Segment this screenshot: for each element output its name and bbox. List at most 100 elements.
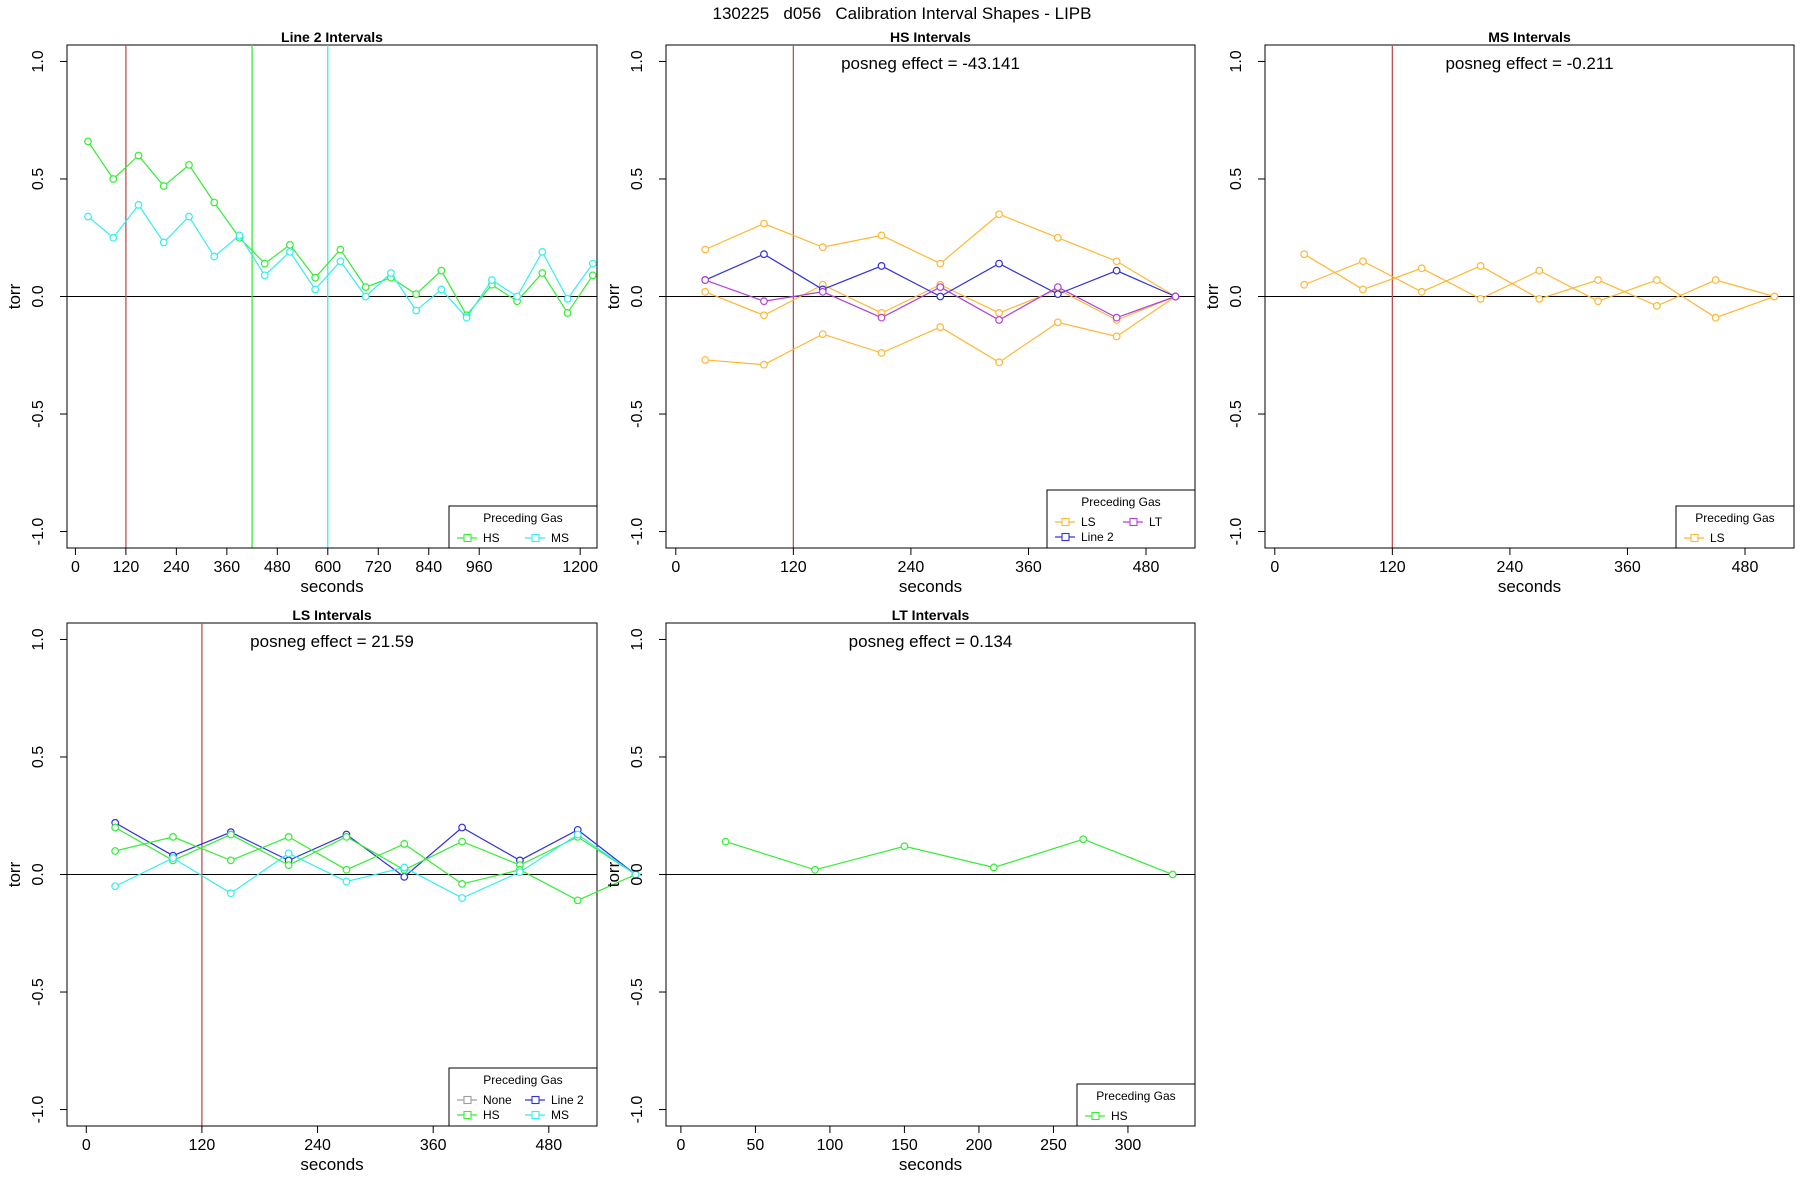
legend-title: Preceding Gas (1081, 495, 1160, 509)
legend-swatch-icon (1129, 517, 1138, 527)
y-tick-label: 0.5 (1228, 168, 1245, 190)
data-point (1535, 294, 1544, 303)
data-point (1359, 257, 1367, 266)
legend-item: None (457, 1093, 512, 1107)
y-tick-label: 0.0 (30, 863, 47, 885)
legend-item: HS (457, 1108, 500, 1122)
x-axis: 0 120 240 360 480 (1270, 547, 1759, 576)
y-tick-label: 1.0 (629, 50, 646, 72)
data-point (760, 311, 768, 320)
legend-label: HS (483, 531, 500, 545)
data-point (159, 182, 168, 190)
legend-title: Preceding Gas (1096, 1089, 1175, 1103)
data-point (877, 313, 886, 322)
data-point (1112, 313, 1121, 322)
data-point (185, 160, 193, 169)
x-tick-label: 0 (671, 559, 680, 576)
data-point (458, 823, 466, 832)
panel-title: LS Intervals (292, 607, 372, 623)
data-point (1594, 276, 1602, 284)
series-ms (111, 830, 640, 902)
legend-label: Line 2 (551, 1093, 584, 1107)
y-tick-label: 0.0 (30, 285, 47, 307)
x-tick-label: 1200 (562, 559, 598, 576)
legend-swatch-icon (1061, 517, 1070, 527)
x-tick-label: 200 (966, 1137, 993, 1154)
data-point (400, 863, 409, 872)
series-line (115, 836, 636, 902)
y-axis: -1.0 -0.5 0.0 0.5 1.0 (30, 50, 68, 546)
y-tick-label: -0.5 (1228, 400, 1245, 428)
data-point (412, 306, 421, 315)
data-point (437, 285, 446, 294)
data-point (573, 830, 582, 839)
data-point (342, 865, 351, 874)
legend-label: LS (1710, 531, 1725, 545)
data-point (111, 847, 120, 855)
y-tick-label: -1.0 (629, 518, 646, 546)
legend-item: HS (457, 531, 500, 545)
data-point (538, 247, 547, 256)
legend-swatch-icon (463, 533, 472, 543)
data-point (1652, 302, 1661, 310)
y-tick-label: -1.0 (30, 1096, 47, 1124)
series-lt (701, 276, 1180, 324)
legend-label: None (483, 1093, 512, 1107)
y-tick-label: -1.0 (629, 1096, 646, 1124)
x-tick-label: 360 (213, 559, 240, 576)
data-point (701, 276, 710, 284)
y-tick-label: 1.0 (30, 50, 47, 72)
y-tick-label: 0.5 (30, 168, 47, 190)
panel-title: MS Intervals (1488, 29, 1571, 45)
data-point (1417, 264, 1426, 273)
data-point (361, 283, 370, 291)
legend-label: Line 2 (1081, 530, 1114, 544)
data-point (900, 842, 909, 851)
data-point (877, 262, 886, 270)
y-axis: -1.0 -0.5 0.0 0.5 1.0 (30, 628, 68, 1124)
legend-swatch-icon (1061, 532, 1070, 542)
data-point (573, 896, 582, 905)
x-tick-label: 480 (1732, 559, 1759, 576)
data-point (760, 219, 768, 228)
data-point (1053, 290, 1062, 299)
y-tick-label: -1.0 (30, 518, 47, 546)
chart-panel-3: MS Intervals 0 120 240 360 480 seconds -1.0 -0.5… (1203, 29, 1795, 596)
data-point (169, 854, 177, 862)
legend-swatch-icon (1091, 1111, 1100, 1121)
x-tick-label: 840 (415, 559, 442, 576)
data-point (721, 837, 730, 846)
data-point (260, 271, 269, 280)
data-point (538, 269, 547, 277)
legend-label: HS (1111, 1109, 1128, 1123)
data-point (760, 297, 768, 306)
data-point (588, 271, 597, 280)
x-tick-label: 0 (1270, 559, 1279, 576)
y-tick-label: -0.5 (629, 400, 646, 428)
legend-item: MS (525, 531, 569, 545)
x-tick-label: 250 (1040, 1137, 1067, 1154)
y-tick-label: -0.5 (629, 978, 646, 1006)
data-point (458, 880, 466, 888)
data-point (811, 865, 819, 874)
series-ls (701, 210, 1180, 301)
legend-swatch-icon (1690, 533, 1699, 543)
x-tick-label: 480 (1133, 559, 1160, 576)
legend-item: HS (1085, 1109, 1128, 1123)
legend-label: LS (1081, 515, 1096, 529)
x-tick-label: 0 (676, 1137, 685, 1154)
legend: Preceding Gas LS LT Line 2 (1046, 489, 1196, 549)
panel-title: Line 2 Intervals (281, 29, 383, 45)
x-tick-label: 240 (304, 1137, 331, 1154)
chart-panel-5: LT Intervals 0 50 100 150 200 250 300 seconds -1.… (604, 607, 1196, 1174)
x-tick-label: 0 (71, 559, 80, 576)
data-point (995, 210, 1003, 219)
x-axis-label: seconds (300, 577, 363, 596)
data-point (159, 238, 168, 247)
legend-item: LT (1123, 515, 1163, 529)
data-point (936, 283, 945, 291)
data-point (462, 313, 471, 322)
data-point (169, 832, 177, 841)
chart-panel-2: HS Intervals 0 120 240 360 480 seconds -1.0 -0.5… (604, 29, 1196, 596)
data-point (400, 872, 409, 881)
